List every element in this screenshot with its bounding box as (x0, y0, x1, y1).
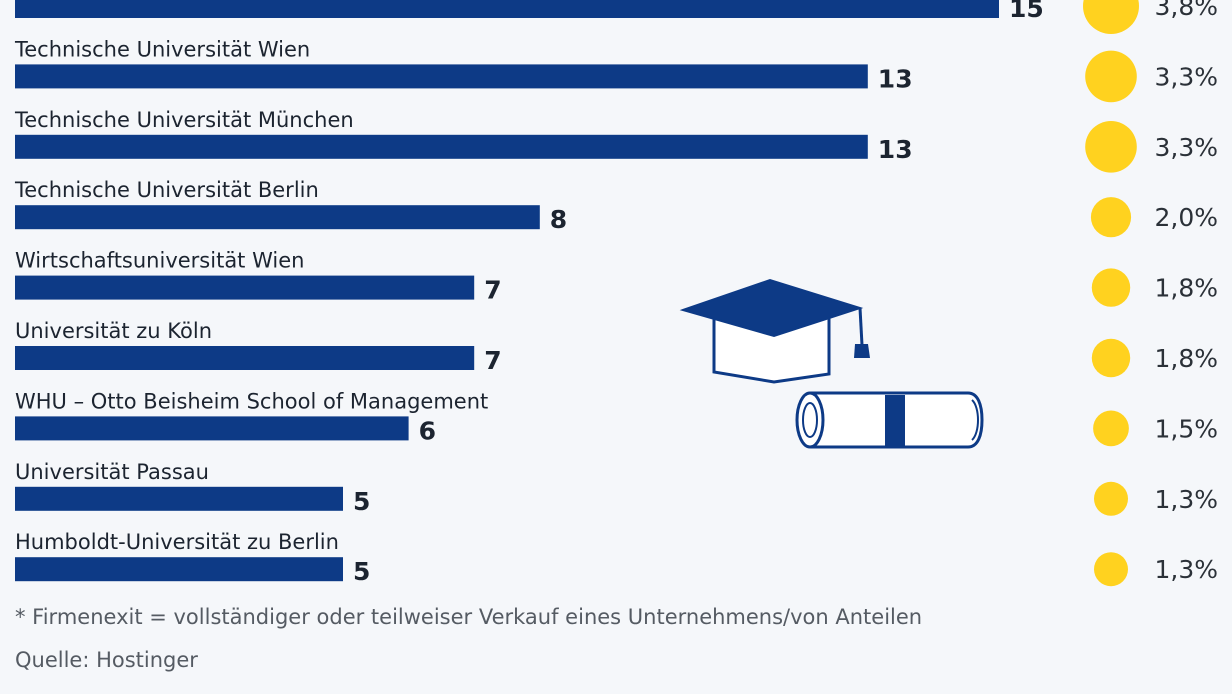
share-label: 1,3% (1154, 485, 1218, 514)
value-label: 5 (353, 487, 370, 516)
chart-rows: 15 3,8% Technische Universität Wien 13 3,3% T… (14, 0, 1218, 587)
bar (15, 64, 868, 89)
share-bubble (1094, 481, 1128, 516)
share-label: 3,3% (1154, 62, 1218, 91)
value-label: 8 (550, 205, 567, 234)
bar (15, 416, 409, 441)
bar (15, 275, 475, 300)
footnote: * Firmenexit = vollständiger oder teilwe… (15, 605, 923, 629)
category-label: Technische Universität München (14, 108, 354, 132)
value-label: 7 (484, 346, 501, 375)
share-bubble (1083, 0, 1139, 34)
value-label: 6 (419, 416, 436, 445)
share-label: 3,8% (1154, 0, 1218, 21)
value-label: 5 (353, 557, 370, 586)
share-bubble (1085, 121, 1137, 173)
value-label: 13 (878, 64, 913, 93)
graduation-cap-icon (679, 278, 870, 384)
category-label: WHU – Otto Beisheim School of Management (15, 389, 488, 413)
category-label: Technische Universität Wien (14, 37, 310, 61)
share-label: 1,8% (1154, 274, 1218, 303)
bar (15, 346, 475, 370)
value-label: 13 (878, 135, 913, 164)
bar (15, 0, 999, 18)
share-bubble (1091, 338, 1131, 378)
bar (15, 486, 343, 511)
category-label: Technische Universität Berlin (14, 178, 319, 202)
share-bubble (1091, 268, 1131, 307)
bar (15, 205, 540, 230)
category-label: Universität zu Köln (15, 319, 212, 343)
value-label: 7 (484, 276, 501, 305)
share-label: 1,5% (1154, 414, 1218, 443)
share-label: 1,8% (1154, 344, 1218, 373)
share-bubble (1093, 410, 1129, 447)
category-label: Humboldt-Universität zu Berlin (15, 530, 339, 554)
share-label: 3,3% (1154, 133, 1218, 162)
bar (15, 134, 868, 159)
category-label: Wirtschaftsuniversität Wien (15, 249, 304, 273)
value-label: 15 (1009, 0, 1044, 23)
share-label: 1,3% (1154, 555, 1218, 584)
diploma-scroll-icon (795, 391, 984, 449)
source-note: Quelle: Hostinger (15, 648, 198, 672)
share-bubble (1085, 50, 1137, 103)
share-bubble (1094, 552, 1128, 587)
category-label: Universität Passau (15, 460, 209, 484)
share-label: 2,0% (1154, 203, 1218, 232)
share-bubble (1090, 197, 1132, 238)
bar (15, 557, 343, 582)
